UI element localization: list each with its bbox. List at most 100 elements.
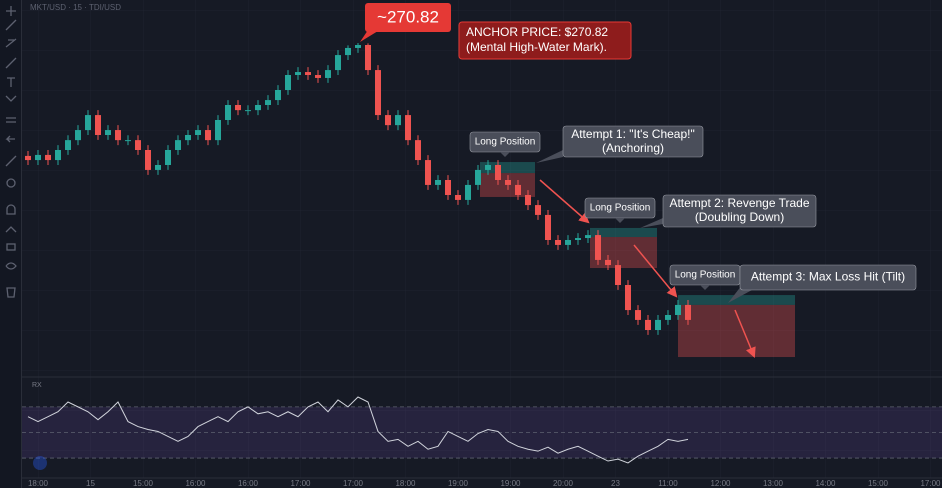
tool-back[interactable] — [5, 135, 15, 143]
callout-text: Attempt 1: "It's Cheap!" — [571, 127, 695, 141]
candle-body — [65, 140, 71, 150]
candle-body — [585, 235, 591, 239]
callout-text: Attempt 2: Revenge Trade — [669, 196, 809, 210]
symbol-header: MKT/USD · 15 · TDI/USD — [30, 3, 121, 12]
candle-body — [265, 100, 271, 105]
candle-body — [355, 45, 361, 48]
anchor-note: ANCHOR PRICE: $270.82 — [466, 25, 608, 39]
x-tick-label: 16:00 — [185, 479, 206, 488]
tool-brush[interactable] — [5, 57, 17, 69]
toolbar[interactable] — [0, 0, 22, 488]
anchor-note-bg — [458, 21, 632, 60]
candle-body — [595, 235, 601, 260]
candle-body — [515, 184, 521, 195]
x-tick-label: 11:00 — [658, 479, 678, 488]
candle-body — [185, 135, 191, 141]
tool-cross[interactable] — [6, 6, 16, 16]
candle-body — [575, 238, 581, 240]
candle-body — [25, 155, 31, 161]
price-label-bg — [365, 3, 451, 32]
candle-body — [615, 265, 621, 285]
candle-body — [455, 195, 461, 200]
candle-body — [395, 115, 401, 126]
arrow — [633, 244, 678, 298]
candle-body — [125, 140, 131, 142]
tool-pattern[interactable] — [5, 95, 17, 102]
x-tick-label: 15:00 — [133, 479, 154, 488]
rsi-line — [27, 396, 689, 464]
candle-body — [275, 90, 281, 101]
position-stop — [590, 237, 657, 269]
candle-body — [475, 169, 481, 185]
candle-body — [665, 315, 671, 320]
x-tick-label: 16:00 — [238, 479, 259, 488]
candle-body — [95, 115, 101, 135]
candle-body — [605, 259, 611, 266]
candle-body — [155, 165, 161, 170]
tool-fib[interactable] — [5, 38, 17, 48]
candle-body — [405, 115, 411, 141]
tool-text[interactable] — [7, 77, 15, 87]
candle-body — [235, 105, 241, 111]
candle-body — [55, 150, 61, 161]
candle-body — [495, 165, 501, 180]
tool-ruler[interactable] — [5, 155, 17, 167]
x-tick-label: 17:00 — [290, 479, 311, 488]
x-tick-label: 15 — [86, 479, 95, 488]
candle-body — [225, 105, 231, 120]
candle-body — [105, 130, 111, 135]
callout-pointer — [536, 150, 563, 163]
tool-eye[interactable] — [5, 262, 17, 270]
tool-trash[interactable] — [6, 287, 16, 298]
price-label: ~270.82 — [377, 7, 439, 26]
candle-body — [535, 205, 541, 215]
candle-body — [565, 240, 571, 245]
tool-lock[interactable] — [6, 243, 16, 251]
candle-body — [205, 130, 211, 141]
candle-body — [325, 70, 331, 78]
position-tag-pointer — [500, 152, 510, 157]
tool-measure[interactable] — [6, 117, 16, 123]
callout-bg — [739, 264, 917, 291]
position-tag: Long Position — [475, 137, 536, 148]
tool-line[interactable] — [5, 19, 17, 31]
callout-bg — [662, 194, 817, 228]
candle-body — [195, 130, 201, 135]
candle-body — [215, 120, 221, 141]
candle-body — [335, 55, 341, 71]
x-tick-label: 13:00 — [763, 479, 784, 488]
candle-body — [545, 214, 551, 240]
x-tick-label: 17:00 — [343, 479, 364, 488]
candle-body — [285, 75, 291, 90]
candle-body — [525, 195, 531, 206]
candle-body — [45, 154, 51, 161]
candle-body — [85, 115, 91, 131]
candle-body — [425, 160, 431, 185]
callout-text: (Doubling Down) — [695, 210, 784, 224]
candle-body — [245, 110, 251, 112]
x-tick-label: 18:00 — [28, 479, 49, 488]
position-tag-pointer — [700, 285, 710, 290]
position-target — [480, 162, 535, 174]
callout-text: Attempt 3: Max Loss Hit (Tilt) — [751, 270, 905, 284]
x-tick-label: 19:00 — [500, 479, 521, 488]
cloud-icon[interactable] — [33, 456, 47, 470]
x-tick-label: 23 — [611, 479, 620, 488]
position-tag: Long Position — [675, 270, 736, 281]
x-tick-label: 12:00 — [710, 479, 731, 488]
position-tag: Long Position — [590, 203, 651, 214]
x-tick-label: 15:00 — [868, 479, 889, 488]
position-target — [678, 295, 795, 305]
candle-body — [115, 130, 121, 141]
tool-magnet[interactable] — [6, 204, 16, 215]
tool-zoom[interactable] — [6, 178, 16, 188]
callout-bg — [562, 125, 704, 158]
candle-body — [635, 310, 641, 320]
arrow — [539, 179, 590, 224]
x-tick-label: 19:00 — [448, 479, 469, 488]
tool-draw-mode[interactable] — [5, 226, 17, 233]
candle-body — [675, 304, 681, 315]
arrow — [734, 309, 756, 358]
